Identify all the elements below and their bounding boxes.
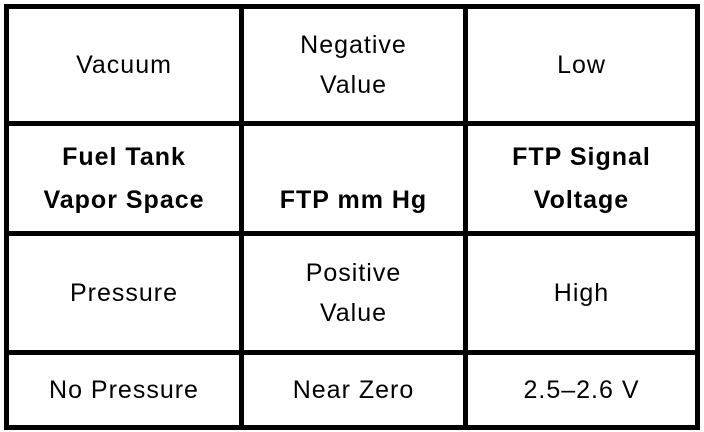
cell-text: Value bbox=[319, 298, 388, 327]
cell-pressure: Pressure bbox=[9, 236, 239, 350]
cell-no-pressure: No Pressure bbox=[9, 355, 239, 425]
cell-text: FTP mm Hg bbox=[279, 185, 428, 214]
cell-low: Low bbox=[468, 9, 695, 121]
cell-text: 2.5–2.6 V bbox=[523, 375, 640, 404]
cell-text: Vacuum bbox=[76, 50, 172, 79]
cell-positive-value: Positive Value bbox=[244, 236, 463, 350]
cell-negative-value: Negative Value bbox=[244, 9, 463, 121]
cell-text: Fuel Tank bbox=[62, 142, 186, 171]
cell-text: Low bbox=[557, 50, 606, 79]
cell-text: Pressure bbox=[69, 278, 179, 307]
cell-near-zero: Near Zero bbox=[244, 355, 463, 425]
cell-text: FTP Signal bbox=[512, 142, 651, 171]
cell-ftp-mm-hg: FTP mm Hg bbox=[244, 126, 463, 231]
ftp-reference-table: Vacuum Negative Value Low Fuel Tank Vapo… bbox=[4, 4, 700, 430]
cell-text: High bbox=[553, 278, 610, 307]
cell-ftp-signal-voltage: FTP Signal Voltage bbox=[468, 126, 695, 231]
cell-text: Vapor Space bbox=[43, 185, 205, 214]
cell-text: No Pressure bbox=[49, 375, 199, 404]
cell-vacuum: Vacuum bbox=[9, 9, 239, 121]
cell-text: Positive bbox=[305, 258, 402, 287]
cell-high: High bbox=[468, 236, 695, 350]
cell-text: Value bbox=[319, 70, 388, 99]
cell-text: Negative bbox=[300, 30, 407, 59]
cell-text: Voltage bbox=[533, 185, 630, 214]
cell-voltage-range: 2.5–2.6 V bbox=[468, 355, 695, 425]
cell-text: Near Zero bbox=[292, 375, 415, 404]
cell-fuel-tank-vapor-space: Fuel Tank Vapor Space bbox=[9, 126, 239, 231]
